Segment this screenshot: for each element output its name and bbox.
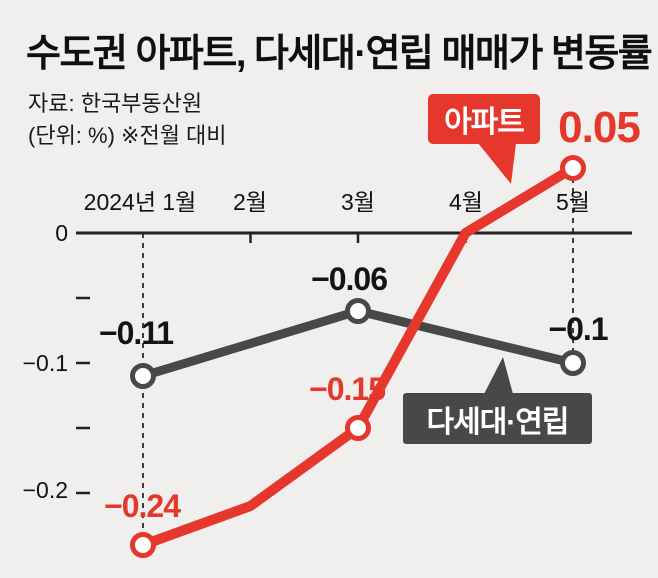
apartment-data-point [345, 415, 371, 441]
villa-value-label-may: −0.1 [548, 311, 608, 347]
x-axis-label-jan: 2024년 1월 [83, 189, 197, 215]
apartment-value-label-may: 0.05 [558, 103, 641, 152]
apartment-value-label-jan: −0.24 [104, 488, 181, 524]
y-axis-label-minus-0-2: −0.2 [22, 477, 68, 503]
villa-value-label-jan: −0.11 [98, 315, 174, 351]
data-source-note: 자료: 한국부동산원 [28, 91, 203, 116]
y-axis-label-zero: 0 [55, 220, 68, 246]
apartment-data-point [560, 155, 586, 181]
x-axis-label-feb: 2월 [233, 189, 267, 215]
villa-data-point [345, 298, 371, 324]
x-axis-label-may: 5월 [556, 189, 590, 215]
apartment-callout-tail [478, 143, 516, 184]
apartment-series-callout: 아파트 [428, 94, 540, 144]
x-axis-label-mar: 3월 [341, 189, 375, 215]
villa-data-point [130, 363, 156, 389]
villa-data-point [560, 350, 586, 376]
apartment-value-label-mar: −0.15 [309, 371, 386, 407]
villa-callout-tail [484, 357, 513, 394]
villa-value-label-mar: −0.06 [311, 261, 388, 297]
apartment-data-point [130, 532, 156, 558]
villa-series-callout: 다세대·연립 [403, 393, 592, 444]
page-title: 수도권 아파트, 다세대·연립 매매가 변동률 [26, 33, 653, 75]
unit-note: (단위: %) ※전월 대비 [28, 123, 227, 148]
y-axis-label-minus-0-1: −0.1 [22, 350, 68, 376]
x-axis-label-apr: 4월 [449, 189, 483, 215]
